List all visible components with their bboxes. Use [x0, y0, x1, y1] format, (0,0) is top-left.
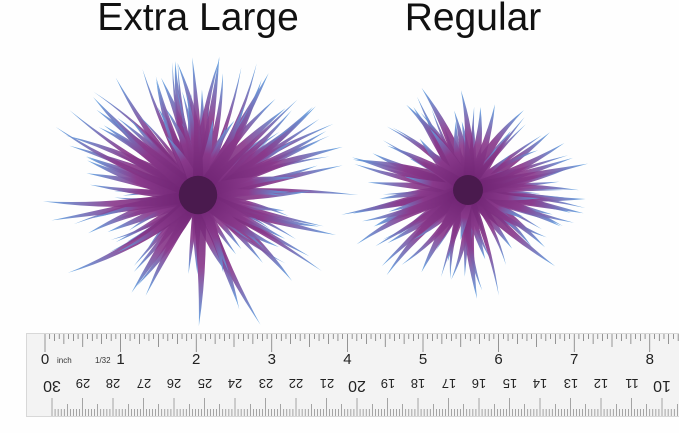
plant-center — [178, 175, 218, 215]
cm-number: 25 — [197, 376, 212, 391]
inch-number: 8 — [645, 351, 654, 368]
cm-number: 26 — [166, 376, 182, 391]
leaf — [194, 189, 286, 239]
cm-number: 24 — [227, 376, 243, 391]
cm-number: 18 — [410, 376, 426, 391]
cm-number: 20 — [348, 377, 366, 394]
inch-number: 6 — [494, 351, 503, 368]
leaf — [461, 107, 482, 191]
cm-number: 17 — [441, 376, 456, 391]
ruler-fraction-label: 1/32 — [95, 356, 111, 365]
inch-number: 5 — [418, 351, 428, 368]
leaf — [190, 194, 206, 327]
inch-number: 4 — [343, 351, 352, 368]
inch-number: 0 — [40, 351, 50, 368]
leaf — [466, 163, 589, 197]
leaf — [388, 183, 471, 212]
leaf — [196, 176, 296, 203]
leaf — [117, 191, 202, 253]
cm-number: 19 — [380, 376, 395, 391]
plant-center — [453, 175, 483, 205]
inch-number: 2 — [192, 351, 201, 368]
regular-plant — [341, 87, 589, 299]
leaf — [145, 192, 204, 296]
inch-number: 1 — [116, 351, 125, 368]
leaf — [42, 188, 199, 208]
cm-number: 12 — [593, 376, 609, 391]
cm-number: 15 — [502, 376, 517, 391]
extra-large-plant — [42, 56, 359, 327]
cm-number: 27 — [136, 376, 151, 391]
leaf — [381, 185, 473, 267]
leaf — [55, 126, 201, 199]
leaf — [131, 191, 205, 293]
ruler-unit-label: inch — [57, 356, 72, 365]
cm-number: 22 — [288, 376, 304, 391]
leaf — [111, 116, 202, 199]
cm-number: 23 — [258, 376, 273, 391]
cm-number: 28 — [105, 376, 121, 391]
inch-number: 3 — [267, 351, 276, 368]
cm-number: 29 — [75, 376, 90, 391]
cm-number: 16 — [471, 376, 487, 391]
cm-number: 14 — [532, 376, 548, 391]
leaf — [460, 90, 475, 191]
leaf — [386, 145, 472, 196]
leaf — [421, 186, 475, 273]
inch-number: 7 — [570, 351, 579, 368]
cm-number: 13 — [563, 376, 578, 391]
leaf — [192, 57, 204, 196]
cm-number: 30 — [43, 377, 61, 394]
label-regular: Regular — [404, 0, 542, 39]
leaf — [192, 108, 286, 201]
cm-number: 10 — [653, 377, 671, 394]
label-extra-large: Extra Large — [97, 0, 299, 39]
cm-number: 11 — [624, 376, 639, 391]
cm-number: 21 — [319, 376, 334, 391]
leaf — [467, 184, 541, 201]
ruler-ticks — [44, 334, 679, 416]
leaf — [465, 117, 525, 192]
